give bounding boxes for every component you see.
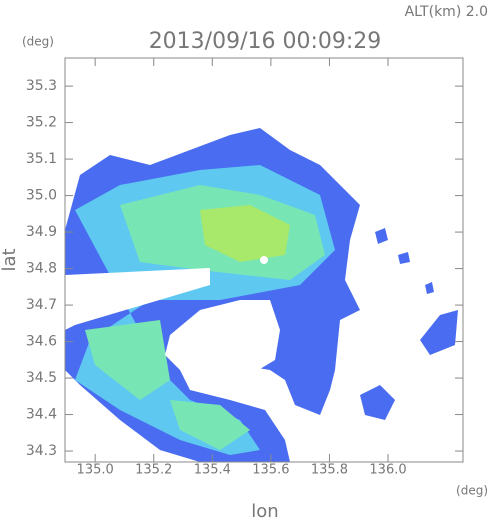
y-tick-label: 34.5 bbox=[26, 370, 57, 386]
y-tick-label: 34.8 bbox=[26, 261, 57, 277]
y-tick-label: 35.1 bbox=[26, 151, 57, 167]
altitude-label: ALT(km) 2.0 bbox=[405, 4, 488, 20]
y-tick-label: 35.3 bbox=[26, 78, 57, 94]
x-tick-label: 135.0 bbox=[77, 463, 114, 478]
y-tick-label: 34.3 bbox=[26, 443, 57, 459]
chart-title: 2013/09/16 00:09:29 bbox=[149, 29, 382, 54]
plot-frame bbox=[64, 57, 464, 463]
x-tick-label: 135.6 bbox=[252, 463, 289, 478]
y-tick-label: 35.0 bbox=[26, 188, 57, 204]
x-tick-label: 136.0 bbox=[369, 463, 406, 478]
y-tick-label: 34.7 bbox=[26, 297, 57, 313]
x-axis-label: lon bbox=[251, 501, 278, 521]
y-axis-label: lat bbox=[0, 248, 20, 271]
radar-echo bbox=[65, 128, 458, 462]
y-tick-label: 34.6 bbox=[26, 334, 57, 350]
x-tick-label: 135.2 bbox=[135, 463, 172, 478]
x-unit: (deg) bbox=[456, 484, 488, 498]
x-tick-label: 135.4 bbox=[194, 463, 231, 478]
x-tick-label: 135.8 bbox=[311, 463, 348, 478]
y-tick-label: 35.2 bbox=[26, 115, 57, 131]
y-tick-label: 34.9 bbox=[26, 224, 57, 240]
y-tick-label: 34.4 bbox=[26, 407, 57, 423]
y-unit: (deg) bbox=[22, 35, 54, 49]
